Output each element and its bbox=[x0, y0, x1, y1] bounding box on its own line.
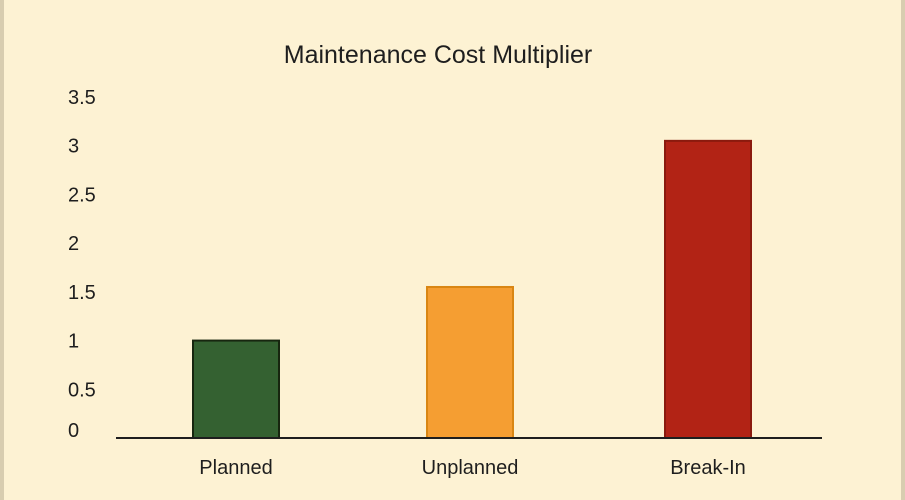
bars bbox=[192, 139, 752, 440]
y-tick-label: 1.5 bbox=[68, 282, 96, 304]
x-tick-label: Unplanned bbox=[422, 457, 519, 479]
x-tick-label: Planned bbox=[199, 457, 272, 479]
y-axis-ticks: 0 0.5 1 1.5 2 2.5 3 3.5 bbox=[68, 87, 96, 442]
bar-break-in bbox=[664, 139, 752, 439]
y-tick-label: 3.5 bbox=[68, 87, 96, 109]
bar-chart: Maintenance Cost Multiplier 0 0.5 1 1.5 2 2.5… bbox=[68, 41, 822, 479]
y-tick-label: 0.5 bbox=[68, 379, 96, 401]
y-tick-label: 1 bbox=[68, 331, 79, 353]
y-tick-label: 2.5 bbox=[68, 184, 96, 206]
x-axis-labels: Planned Unplanned Break-In bbox=[199, 457, 746, 479]
bar-planned bbox=[192, 339, 280, 440]
y-tick-label: 2 bbox=[68, 233, 79, 255]
bar-unplanned bbox=[426, 285, 514, 439]
chart-title: Maintenance Cost Multiplier bbox=[284, 41, 592, 69]
x-tick-label: Break-In bbox=[670, 457, 746, 479]
y-tick-label: 3 bbox=[68, 136, 79, 158]
y-tick-label: 0 bbox=[68, 420, 79, 442]
